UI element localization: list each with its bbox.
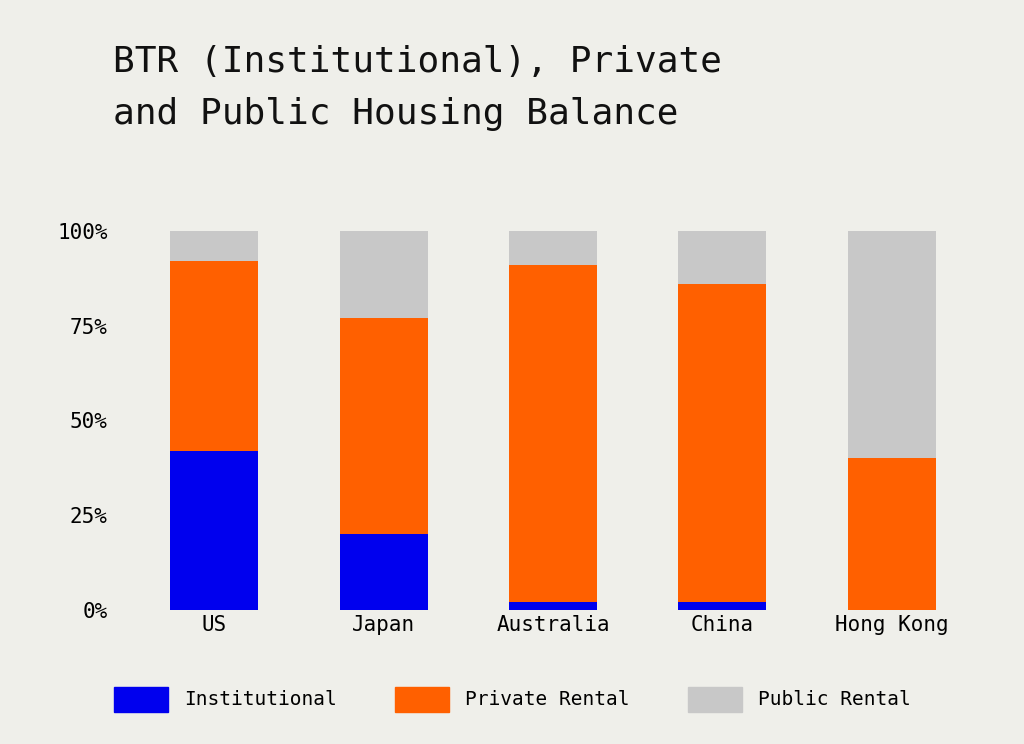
- Text: and Public Housing Balance: and Public Housing Balance: [113, 97, 678, 131]
- Bar: [170, 231, 258, 261]
- Bar: [678, 231, 766, 284]
- Bar: [678, 603, 766, 610]
- Bar: [340, 231, 428, 318]
- Bar: [509, 265, 597, 603]
- Bar: [170, 451, 258, 610]
- Bar: [170, 261, 258, 451]
- Bar: [340, 534, 428, 610]
- Bar: [848, 231, 936, 458]
- Bar: [340, 318, 428, 534]
- Bar: [848, 458, 936, 610]
- Text: BTR (Institutional), Private: BTR (Institutional), Private: [113, 45, 722, 79]
- Bar: [509, 231, 597, 265]
- Legend: Institutional, Private Rental, Public Rental: Institutional, Private Rental, Public Re…: [105, 679, 919, 719]
- Bar: [509, 603, 597, 610]
- Bar: [678, 284, 766, 603]
